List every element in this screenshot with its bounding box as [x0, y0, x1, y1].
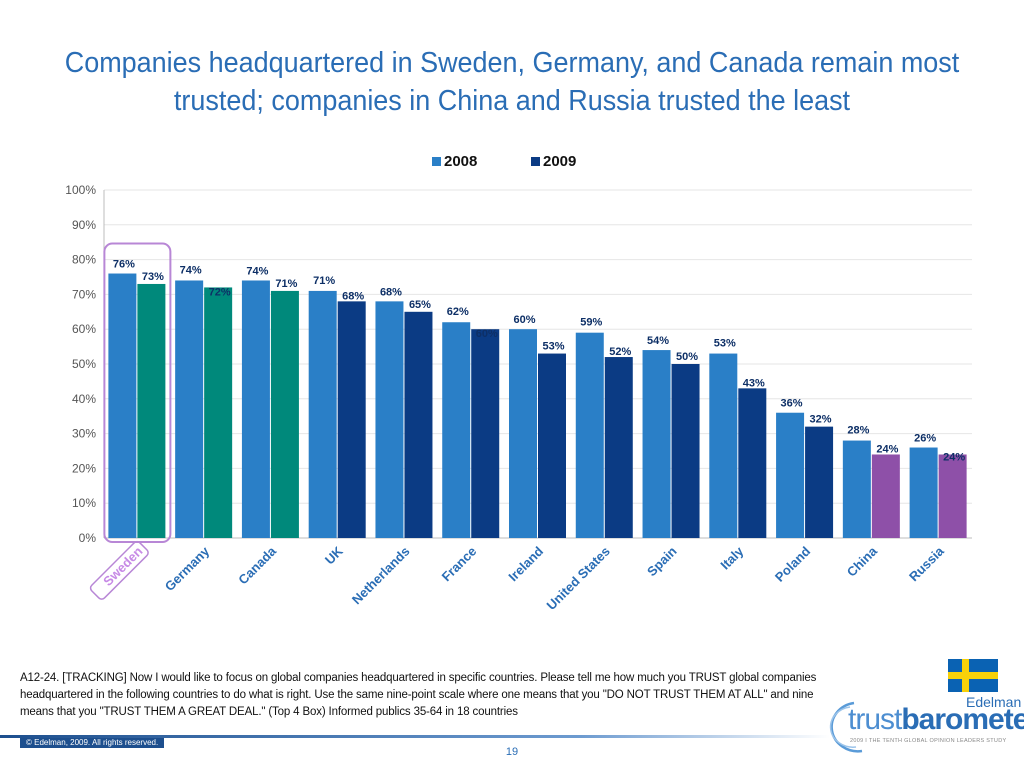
bar-2009: [404, 311, 433, 538]
y-tick-label: 100%: [65, 183, 96, 197]
data-label-2009: 73%: [142, 271, 164, 283]
y-tick-label: 20%: [72, 461, 96, 475]
bar-2009: [938, 454, 967, 538]
title-line-1: Companies headquartered in Sweden, Germa…: [64, 47, 960, 79]
category-label: Russia: [906, 543, 947, 584]
bottom-rule: [0, 735, 830, 738]
data-label-2009: 43%: [743, 377, 765, 389]
bar-2009: [738, 388, 767, 538]
data-label-2008: 53%: [714, 338, 736, 350]
data-label-2008: 54%: [647, 335, 669, 347]
bar-2008: [308, 290, 337, 538]
bar-2009: [471, 329, 500, 538]
data-label-2009: 52%: [609, 346, 631, 358]
brand-name: Edelman: [966, 694, 1022, 710]
data-label-2009: 65%: [409, 299, 431, 311]
data-label-2008: 36%: [781, 398, 803, 410]
data-label-2008: 74%: [246, 265, 268, 277]
category-label: Sweden: [100, 543, 145, 588]
category-label: United States: [544, 544, 613, 613]
bar-2009: [671, 364, 700, 538]
category-label: UK: [322, 543, 346, 567]
y-tick-label: 40%: [72, 392, 96, 406]
data-label-2008: 26%: [914, 433, 936, 445]
data-label-2008: 62%: [447, 306, 469, 318]
bar-2009: [871, 454, 900, 538]
y-tick-label: 70%: [72, 287, 96, 301]
data-label-2009: 71%: [275, 278, 297, 290]
bar-2009: [137, 283, 166, 538]
data-label-2008: 28%: [847, 425, 869, 437]
logo-wordmark: trustbarometer: [848, 703, 1024, 737]
bar-2008: [575, 332, 604, 538]
bar-2008: [909, 447, 938, 538]
data-label-2009: 24%: [943, 451, 965, 463]
category-label: China: [844, 543, 881, 580]
bar-2008: [241, 280, 270, 538]
category-label: Netherlands: [349, 544, 413, 608]
legend-label-2009: 2009: [543, 153, 576, 170]
category-label: Italy: [717, 543, 747, 573]
category-label: Poland: [772, 543, 813, 584]
category-label: Germany: [162, 543, 213, 594]
bar-2008: [709, 353, 738, 538]
page-number: 19: [505, 746, 519, 758]
y-tick-label: 80%: [72, 253, 96, 267]
data-label-2009: 24%: [876, 443, 898, 455]
y-tick-label: 60%: [72, 322, 96, 336]
data-label-2009: 50%: [676, 351, 698, 363]
trustbarometer-logo-icon: [829, 701, 863, 753]
bar-2008: [108, 273, 137, 538]
bar-2008: [442, 322, 471, 538]
bar-2009: [270, 290, 299, 538]
data-label-2009: 53%: [542, 341, 564, 353]
legend-swatch-2008: [432, 157, 441, 166]
category-label: Canada: [235, 543, 279, 587]
copyright: © Edelman, 2009. All rights reserved.: [20, 738, 165, 748]
y-tick-label: 90%: [72, 218, 96, 232]
category-label: France: [439, 544, 480, 585]
highlight-label-frame: [89, 540, 149, 600]
sweden-flag-icon: [948, 659, 998, 692]
data-label-2009: 68%: [342, 290, 364, 302]
bar-2009: [604, 357, 633, 538]
bar-2008: [509, 329, 537, 538]
data-label-2008: 68%: [380, 286, 402, 298]
data-label-2009: 72%: [209, 286, 231, 298]
legend-label-2008: 2008: [444, 153, 477, 170]
data-label-2009: 32%: [810, 414, 832, 426]
legend-swatch-2009: [531, 157, 540, 166]
y-tick-label: 0%: [79, 531, 97, 545]
logo-tagline: 2009 I THE TENTH GLOBAL OPINION LEADERS …: [850, 738, 1007, 744]
bar-2008: [642, 350, 671, 538]
logo-word-barometer: barometer: [901, 703, 1024, 736]
data-label-2008: 59%: [580, 317, 602, 329]
footnote: A12-24. [TRACKING] Now I would like to f…: [20, 672, 817, 718]
bar-2008: [375, 301, 404, 538]
logo-word-trust: trust: [848, 703, 902, 736]
y-tick-label: 50%: [72, 357, 96, 371]
bar-2008: [776, 412, 805, 538]
bar-2009: [204, 287, 233, 538]
y-tick-label: 30%: [72, 427, 96, 441]
bar-2009: [538, 353, 566, 538]
data-label-2008: 71%: [313, 275, 335, 287]
data-label-2008: 60%: [513, 314, 535, 326]
data-label-2008: 74%: [180, 264, 202, 276]
data-label-2008: 76%: [113, 259, 135, 271]
data-label-2009: 60%: [476, 328, 498, 340]
bar-2009: [337, 301, 366, 538]
page-title: Companies headquartered in Sweden, Germa…: [54, 44, 969, 120]
bar-2009: [805, 426, 834, 538]
category-label: Spain: [644, 543, 680, 579]
y-tick-label: 10%: [72, 496, 96, 510]
bar-2008: [175, 280, 204, 538]
bar-chart: 0% 10% 20% 30% 40% 50% 60% 70% 80% 90% 100% 2008 200…: [65, 153, 972, 613]
title-line-2: trusted; companies in China and Russia t…: [173, 85, 851, 117]
bar-2008: [842, 440, 871, 538]
category-label: Ireland: [505, 543, 546, 584]
